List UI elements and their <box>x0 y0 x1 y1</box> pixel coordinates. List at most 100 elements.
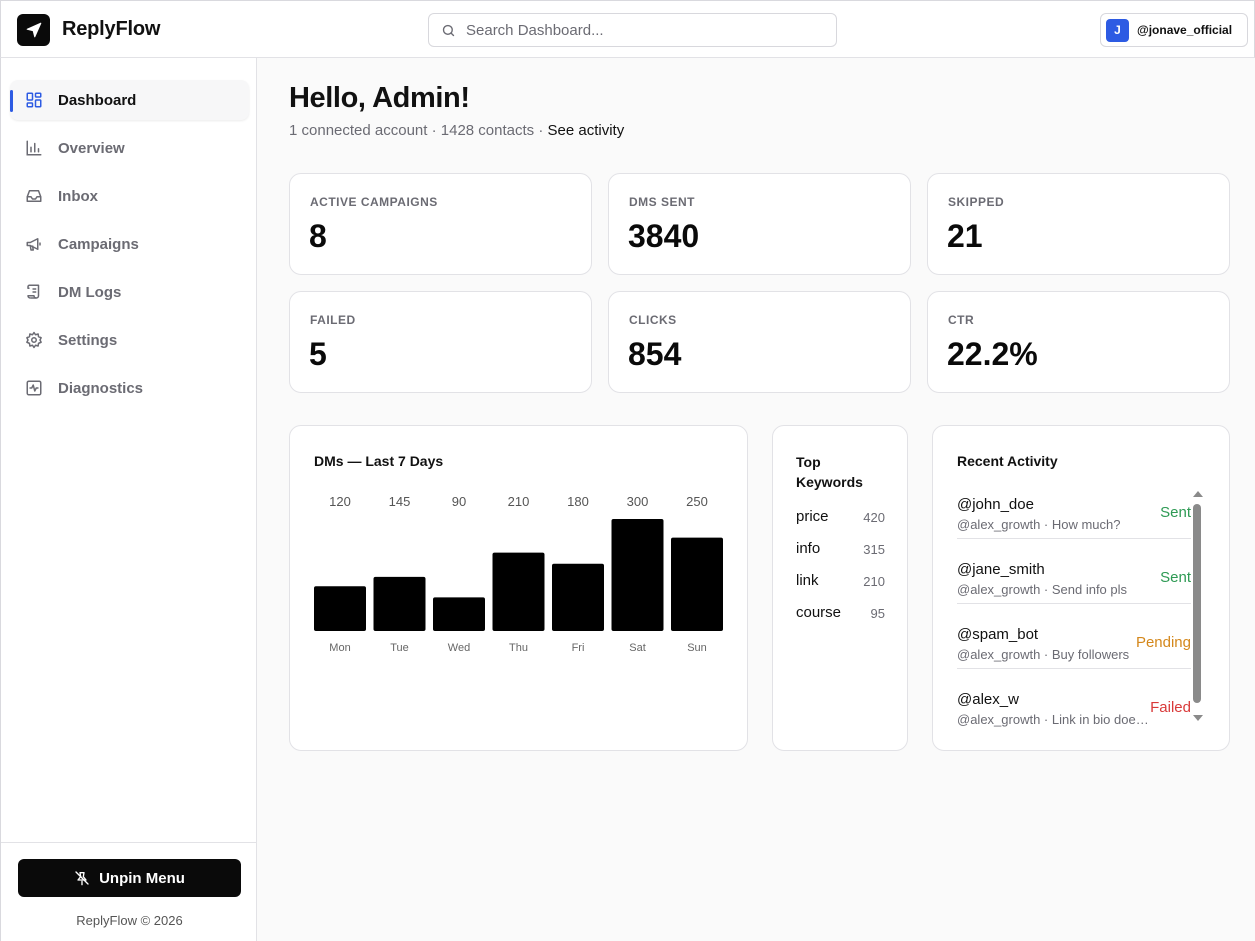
keywords-title: Top Keywords <box>796 454 863 490</box>
activity-meta: @alex_growth · Link in bio does... <box>957 712 1149 727</box>
stat-label: ACTIVE CAMPAIGNS <box>310 195 438 209</box>
stat-card-ctr: CTR 22.2% <box>927 291 1230 393</box>
activity-title: Recent Activity <box>957 453 1058 469</box>
stat-label: CTR <box>948 313 975 327</box>
avatar: J <box>1106 18 1129 42</box>
sidebar-item-inbox[interactable]: Inbox <box>10 176 249 216</box>
keyword-count: 420 <box>863 510 885 525</box>
activity-item[interactable]: @john_doe @alex_growth · How much? Sent <box>957 496 1191 544</box>
stat-value: 3840 <box>628 218 700 254</box>
scroll-up-arrow-icon[interactable] <box>1193 490 1203 498</box>
stat-value: 854 <box>628 336 682 372</box>
stat-label: FAILED <box>310 313 356 327</box>
activity-item[interactable]: @alex_w @alex_growth · Link in bio does.… <box>957 691 1191 739</box>
sidebar-item-overview[interactable]: Overview <box>10 128 249 168</box>
gear-icon <box>25 331 43 349</box>
activity-user: @spam_bot <box>957 626 1039 643</box>
activity-meta: @alex_growth · How much? <box>957 517 1121 532</box>
megaphone-icon <box>25 235 43 253</box>
sidebar-item-label: DM Logs <box>58 283 122 301</box>
stat-card-clicks: CLICKS 854 <box>608 291 911 393</box>
stat-label: CLICKS <box>629 313 677 327</box>
search-input[interactable] <box>466 21 826 39</box>
keyword-count: 315 <box>863 542 885 557</box>
chart-bar-mon <box>314 586 366 631</box>
chart-bar-fri <box>552 563 604 631</box>
sidebar-item-label: Settings <box>58 331 118 349</box>
chart-title: DMs — Last 7 Days <box>314 453 444 469</box>
keyword-name: price <box>796 508 829 525</box>
sidebar-item-label: Overview <box>58 139 125 157</box>
sidebar-item-settings[interactable]: Settings <box>10 320 249 360</box>
inbox-icon <box>25 187 43 205</box>
chart-tick-label: Fri <box>572 642 585 654</box>
chart-data-label: 250 <box>686 494 708 509</box>
keyword-name: link <box>796 572 819 589</box>
chart-data-label: 180 <box>567 494 589 509</box>
activity-scrollbar[interactable] <box>1193 504 1201 703</box>
stat-card-failed: FAILED 5 <box>289 291 592 393</box>
sidebar-item-label: Diagnostics <box>58 379 144 397</box>
stat-label: SKIPPED <box>948 195 1005 209</box>
keyword-name: course <box>796 604 842 621</box>
sidebar-item-diagnostics[interactable]: Diagnostics <box>10 368 249 408</box>
activity-item[interactable]: @jane_smith @alex_growth · Send info pls… <box>957 561 1191 609</box>
sidebar-item-label: Inbox <box>58 187 98 205</box>
chart-data-label: 145 <box>389 494 411 509</box>
stat-card-active-campaigns: ACTIVE CAMPAIGNS 8 <box>289 173 592 275</box>
sidebar-item-dashboard[interactable]: Dashboard <box>10 80 249 120</box>
chart-bar-wed <box>433 597 485 631</box>
stat-value: 21 <box>947 218 983 254</box>
sidebar-divider <box>1 842 257 843</box>
logo[interactable] <box>17 14 50 46</box>
search-icon <box>441 22 457 38</box>
chart-tick-label: Mon <box>329 642 350 654</box>
activity-item[interactable]: @spam_bot @alex_growth · Buy followers P… <box>957 626 1191 674</box>
account-switcher[interactable]: J @jonave_official <box>1100 13 1248 47</box>
keyword-count: 210 <box>863 574 885 589</box>
sidebar-item-campaigns[interactable]: Campaigns <box>10 224 249 264</box>
chart-data-label: 210 <box>508 494 530 509</box>
chart-bar-tue <box>373 576 426 631</box>
dms-chart-card: DMs — Last 7 Days 120 Mon 145 Tue 90 Wed 210 Th… <box>289 425 748 751</box>
activity-divider <box>957 538 1191 539</box>
activity-user: @jane_smith <box>957 561 1045 578</box>
scroll-icon <box>25 283 43 301</box>
unpin-menu-button[interactable]: Unpin Menu <box>18 859 241 897</box>
stat-value: 5 <box>309 336 327 372</box>
status-badge: Sent <box>1160 504 1191 521</box>
account-handle: @jonave_official <box>1137 23 1233 37</box>
active-indicator <box>10 90 13 112</box>
chart-data-label: 90 <box>452 494 466 509</box>
sidebar-item-label: Campaigns <box>58 235 139 253</box>
page-title: Hello, Admin! <box>289 82 470 114</box>
search-box[interactable] <box>428 13 837 47</box>
bar-chart-icon <box>25 139 43 157</box>
chart-bar-sat <box>611 519 664 631</box>
top-bar: ReplyFlow J @jonave_official <box>0 0 1255 58</box>
stat-label: DMS SENT <box>629 195 696 209</box>
dms-bar-chart: 120 Mon 145 Tue 90 Wed 210 Thu 180 Fri 300 Sat 250 Su… <box>314 494 723 654</box>
scroll-down-arrow-icon[interactable] <box>1193 714 1203 722</box>
keyword-name: info <box>796 540 821 557</box>
account-summary: 1 connected account · 1428 contacts · <box>289 122 548 139</box>
activity-meta: @alex_growth · Send info pls <box>957 582 1128 597</box>
sidebar-item-label: Dashboard <box>58 91 137 109</box>
top-keywords-card: Top Keywords price 420 info 315 link 210… <box>772 425 908 751</box>
chart-tick-label: Sun <box>687 642 707 654</box>
page-subtitle: 1 connected account · 1428 contacts · Se… <box>289 122 624 139</box>
send-arrow-icon <box>26 22 41 38</box>
activity-user: @john_doe <box>957 496 1034 513</box>
status-badge: Pending <box>1135 634 1191 651</box>
chart-tick-label: Wed <box>448 642 470 654</box>
see-activity-link[interactable]: See activity <box>547 122 625 139</box>
keyword-count: 95 <box>870 606 885 621</box>
stat-card-skipped: SKIPPED 21 <box>927 173 1230 275</box>
chart-tick-label: Thu <box>509 642 528 654</box>
activity-icon <box>25 379 43 397</box>
chart-data-label: 300 <box>627 494 649 509</box>
status-badge: Failed <box>1150 699 1191 716</box>
activity-user: @alex_w <box>957 691 1019 708</box>
sidebar-item-dm-logs[interactable]: DM Logs <box>10 272 249 312</box>
activity-divider <box>957 668 1191 669</box>
